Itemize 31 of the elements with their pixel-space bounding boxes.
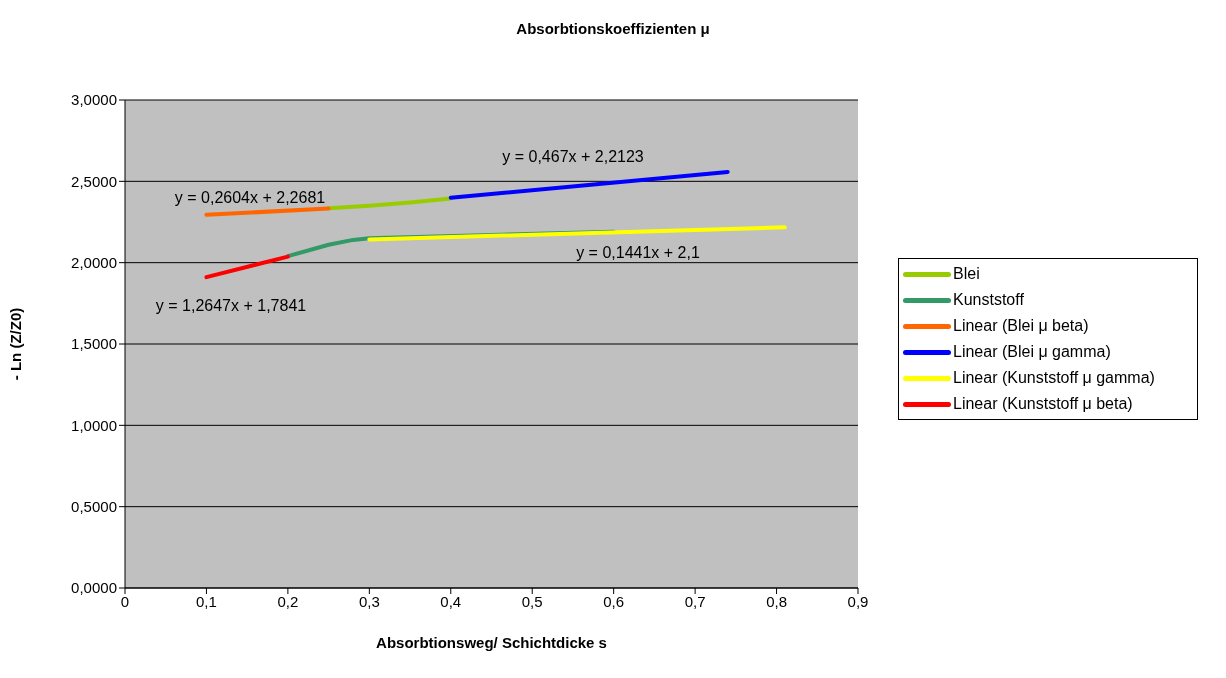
y-axis-title: - Ln (Z/Z0) bbox=[7, 307, 25, 381]
x-tick-label: 0,3 bbox=[358, 592, 380, 610]
y-tick-label: 1,5000 bbox=[71, 335, 117, 353]
legend-label: Linear (Kunststoff μ gamma) bbox=[953, 368, 1155, 388]
x-tick-label: 0,6 bbox=[603, 592, 625, 610]
y-tick-label: 1,0000 bbox=[71, 416, 117, 434]
legend-label: Kunststoff bbox=[953, 290, 1024, 310]
legend-label: Linear (Blei μ gamma) bbox=[953, 342, 1111, 362]
y-tick-label: 2,0000 bbox=[71, 253, 117, 271]
annotation: y = 0,467x + 2,2123 bbox=[502, 148, 644, 166]
legend-label: Linear (Kunststoff μ beta) bbox=[953, 394, 1133, 414]
x-tick-label: 0,7 bbox=[684, 592, 706, 610]
annotation: y = 1,2647x + 1,7841 bbox=[155, 297, 307, 315]
chart-title: Absorbtionskoeffizienten μ bbox=[515, 20, 711, 37]
annotation: y = 0,2604x + 2,2681 bbox=[174, 189, 326, 207]
x-tick-label: 0 bbox=[120, 592, 130, 610]
x-tick-label: 0,4 bbox=[440, 592, 462, 610]
x-tick-label: 0,5 bbox=[521, 592, 543, 610]
line-series bbox=[326, 196, 453, 211]
x-tick-label: 0,9 bbox=[847, 592, 869, 610]
x-tick-label: 0,2 bbox=[277, 592, 299, 610]
x-axis-title: Absorbtionsweg/ Schichtdicke s bbox=[376, 634, 607, 651]
y-tick-label: 0,5000 bbox=[71, 497, 117, 515]
y-tick-label: 3,0000 bbox=[71, 91, 117, 109]
y-tick-label: 0,0000 bbox=[71, 579, 117, 597]
x-tick-label: 0,8 bbox=[766, 592, 787, 610]
annotation: y = 0,1441x + 2,1 bbox=[576, 244, 700, 262]
y-tick-label: 2,5000 bbox=[71, 172, 117, 190]
legend-label: Blei bbox=[953, 264, 980, 284]
legend-label: Linear (Blei μ beta) bbox=[953, 316, 1089, 336]
x-tick-label: 0,1 bbox=[196, 592, 217, 610]
